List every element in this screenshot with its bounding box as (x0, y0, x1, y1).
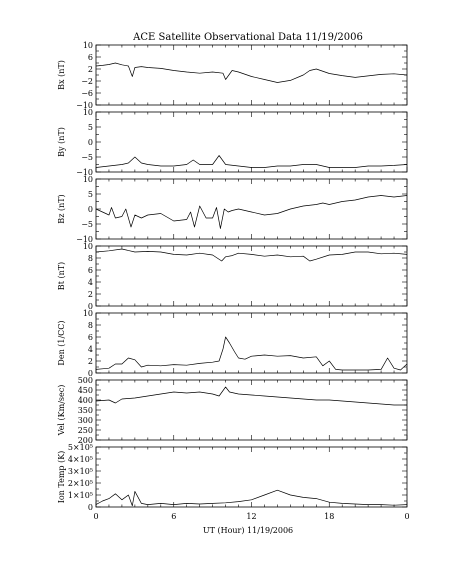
panel-vel-series-line (95, 386, 407, 406)
x-tick-labels: 0 6 12 18 0 (93, 512, 409, 521)
panel-vel-ytick-label: 300 (78, 416, 93, 425)
panel-bt-ytick-label: 4 (88, 278, 93, 287)
panel-den-frame (95, 312, 408, 374)
panel-bz-ytick-label: 10 (83, 175, 93, 184)
panel-vel-ytick-label: 350 (78, 406, 93, 415)
panel-by-ytick-label: 0 (88, 138, 93, 147)
x-tick-label: 0 (404, 512, 409, 521)
panel-bt-ytick-label: 0 (88, 302, 93, 311)
panel-den-ytick-label: 4 (88, 345, 93, 354)
x-tick-label: 6 (171, 512, 176, 521)
panel-temp-series-line (95, 489, 408, 507)
panel-bz-ytick-label: −5 (81, 220, 93, 229)
panel-bx-ytick-label: 2 (88, 65, 93, 74)
panel-bz-frame (95, 178, 408, 240)
panel-den-series-line (95, 336, 408, 371)
panel-bx-ytick-label: −2 (81, 77, 93, 86)
panel-bz-ytick-label: 5 (88, 190, 93, 199)
panel-bt-ytick-label: 8 (88, 254, 93, 263)
panel-bz-ylabel: Bz (nT) (57, 194, 66, 223)
panel-den-ytick-label: 2 (88, 357, 93, 366)
panel-bt-series-line (95, 248, 408, 262)
panel-temp-frame (95, 446, 408, 508)
panel-temp-ylabel: Ion Temp (K) (57, 451, 66, 504)
panel-bt: Bt (nT) 10 8 6 4 2 0 (57, 242, 408, 311)
panel-bt-ytick-label: 6 (88, 266, 93, 275)
panel-vel-ytick-label: 200 (78, 436, 93, 445)
chart-title: ACE Satellite Observational Data 11/19/2… (132, 32, 363, 43)
panel-bz-ytick-label: 0 (88, 205, 93, 214)
panel-den-ytick-label: 6 (88, 333, 93, 342)
panel-den-ylabel: Den (1/CC) (57, 320, 66, 365)
x-tick-label: 18 (324, 512, 334, 521)
panel-bt-ytick-label: 10 (83, 242, 93, 251)
x-axis-label: UT (Hour) 11/19/2006 (203, 526, 293, 535)
x-tick-label: 12 (246, 512, 256, 521)
panel-bz-ytick-label: −10 (76, 235, 93, 244)
panel-bx-series-line (95, 62, 408, 83)
panel-temp-ytick-label: 1×10⁵ (68, 491, 93, 500)
panel-bt-ytick-label: 2 (88, 290, 93, 299)
panel-bt-ylabel: Bt (nT) (57, 262, 66, 290)
panel-by-ylabel: By (nT) (57, 127, 66, 157)
panel-den-ytick-label: 10 (83, 309, 93, 318)
panel-bx-ylabel: Bx (nT) (57, 60, 66, 90)
panel-temp-ytick-label: 3×10⁵ (68, 467, 93, 476)
panel-vel-ylabel: Vel (Km/sec) (57, 385, 66, 437)
panel-vel-ytick-label: 500 (78, 376, 93, 385)
panel-den-ytick-label: 0 (88, 369, 93, 378)
panel-by-ytick-label: −10 (76, 168, 93, 177)
panel-by-series-line (95, 155, 408, 168)
panel-bt-frame (95, 245, 408, 307)
panel-vel-ytick-label: 400 (78, 396, 93, 405)
panel-by-ytick-label: 5 (88, 123, 93, 132)
panel-vel-ytick-label: 450 (78, 386, 93, 395)
panel-bx-ytick-label: −10 (76, 101, 93, 110)
panel-den: Den (1/CC) 10 8 6 4 2 0 (57, 309, 408, 378)
panel-temp-ytick-label: 4×10⁵ (68, 455, 93, 464)
panel-bx-frame (95, 44, 408, 106)
panel-temp: Ion Temp (K)5×10⁵ 4×10⁵ 3×10⁵ 2×10⁵ 1×10⁵ 0 (57, 443, 408, 512)
panel-temp-ytick-label: 0 (88, 503, 93, 512)
panel-bx-ytick-label: 10 (83, 41, 93, 50)
panel-temp-ytick-label: 5×10⁵ (68, 443, 93, 452)
panel-bx: Bx (nT) 10 6 2 −2 −6 −10 (57, 41, 408, 110)
panel-vel-frame (95, 379, 408, 441)
panel-temp-ytick-label: 2×10⁵ (68, 479, 93, 488)
panel-vel-ytick-label: 250 (78, 426, 93, 435)
panel-bx-ytick-label: −6 (81, 89, 93, 98)
panel-by-ytick-label: −5 (81, 153, 93, 162)
panel-bx-ytick-label: 6 (88, 53, 93, 62)
panel-bz: Bz (nT) 10 5 0 −5 −10 (57, 175, 408, 244)
x-tick-label: 0 (93, 512, 98, 521)
panel-by: By (nT) 10 5 0 −5 −10 (57, 108, 408, 177)
panel-by-ytick-label: 10 (83, 108, 93, 117)
panel-bz-series-line (95, 195, 408, 229)
panel-den-ytick-label: 8 (88, 321, 93, 330)
